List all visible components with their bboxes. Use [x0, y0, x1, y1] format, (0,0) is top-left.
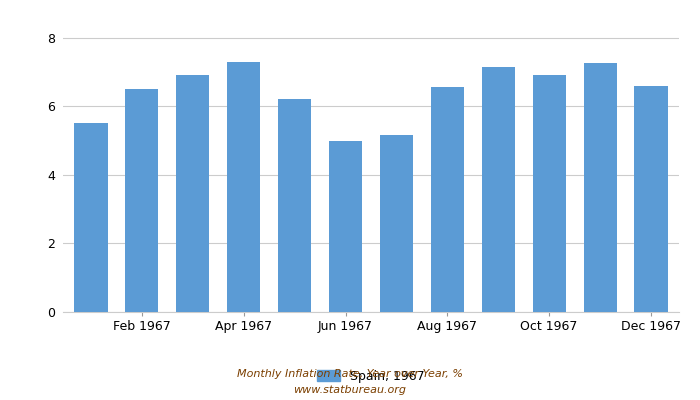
- Bar: [228, 62, 260, 312]
- Bar: [533, 76, 566, 312]
- Bar: [125, 89, 158, 312]
- Bar: [584, 64, 617, 312]
- Bar: [278, 100, 312, 312]
- Text: www.statbureau.org: www.statbureau.org: [293, 385, 407, 395]
- Bar: [74, 124, 108, 312]
- Bar: [634, 86, 668, 312]
- Text: Monthly Inflation Rate, Year over Year, %: Monthly Inflation Rate, Year over Year, …: [237, 369, 463, 379]
- Bar: [176, 76, 209, 312]
- Bar: [329, 140, 362, 312]
- Bar: [380, 136, 413, 312]
- Bar: [482, 67, 514, 312]
- Legend: Spain, 1967: Spain, 1967: [317, 370, 425, 383]
- Bar: [430, 88, 464, 312]
